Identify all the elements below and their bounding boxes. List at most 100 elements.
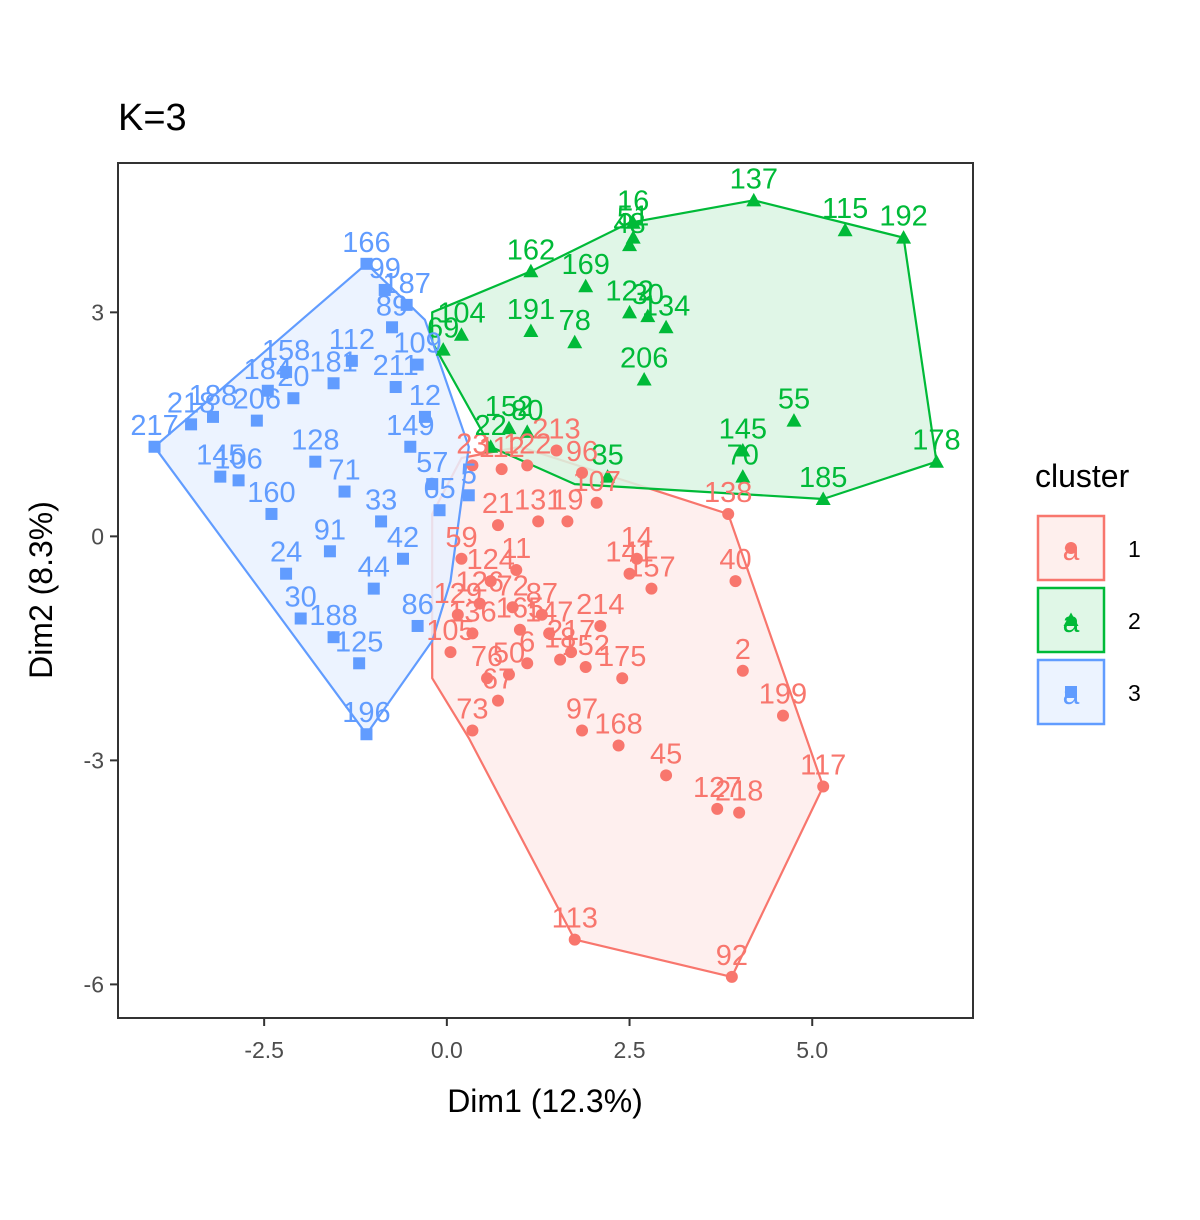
cluster-2-point-label: 70 [727,440,759,472]
cluster-2-point-label: 55 [778,384,810,416]
cluster-3-point [185,418,198,431]
cluster-3-point-label: 128 [291,425,339,457]
x-tick-label: -2.5 [244,1037,284,1063]
cluster-2-point-label: 152 [485,391,533,423]
cluster-3-point-label: 218 [167,387,215,419]
cluster-2-point-label: 69 [427,313,459,345]
cluster-2-point [483,439,499,453]
cluster-2-point [746,192,762,207]
cluster-2-point [519,424,535,438]
cluster-1-point [725,970,738,983]
cluster-1-point-label: 18 [544,623,576,655]
cluster-1-point-label: 21 [482,488,514,520]
cluster-3-point [327,377,340,390]
cluster-2-point-label: 169 [561,249,609,281]
cluster-2-point [523,263,539,278]
cluster-1-point-label: 124 [466,544,514,576]
legend-label-2: 2 [1128,608,1141,634]
cluster-1-point [466,627,479,640]
legend-key-glyph: a [1063,678,1080,711]
cluster-1-point-label: 136 [448,596,496,628]
cluster-2-point-label: 104 [437,298,485,330]
cluster-1-point-label: 213 [532,413,580,445]
cluster-1-point-label: 214 [576,589,624,621]
cluster-3-point [280,366,293,379]
cluster-1-point-label: 23 [456,428,488,460]
cluster-1-point-label: 73 [456,694,488,726]
x-tick-label: 5.0 [796,1037,828,1063]
cluster-3-point [309,455,322,468]
cluster-2-point [622,237,638,252]
cluster-3-point-label: 91 [314,514,346,546]
cluster-1-point-label: 14 [621,522,653,554]
cluster-1-point [510,563,523,576]
cluster-1-point [502,668,515,681]
cluster-2-point-label: 206 [620,343,668,375]
cluster-3-point [148,440,161,453]
cluster-1-point [455,552,468,565]
cluster-1-point [568,933,581,946]
cluster-2-point-label: 122 [605,275,653,307]
cluster-3-point [207,410,219,423]
legend-key-glyph: a [1063,606,1080,639]
cluster-2-point [640,308,656,323]
cluster-1-point [495,463,508,476]
cluster-2-point [578,278,594,293]
legend-title: cluster [1035,458,1130,494]
cluster-1-point [576,466,589,479]
cluster-3-point-label: 89 [376,290,408,322]
cluster-2-point-label: 22 [475,410,507,442]
cluster-2-point [928,454,944,468]
cluster-2-point-label: 191 [507,294,555,326]
cluster-1-point [736,664,749,677]
cluster-2-point-label: 178 [912,425,960,457]
cluster-1-point-label: 40 [719,544,751,576]
cluster-3-point [411,358,424,371]
cluster-1-point [565,646,578,659]
cluster-1-point-label: 117 [800,750,846,782]
cluster-2-point [658,319,674,334]
cluster-1-point-label: 2 [735,634,751,666]
cluster-1-point [543,627,556,640]
cluster-2-point-label: 145 [719,413,767,445]
cluster-3-point-label: 125 [335,626,383,658]
cluster-1-point-label: 50 [493,638,525,670]
cluster-3-point-label: 12 [409,380,441,412]
cluster-1-point-label: 92 [716,940,748,972]
cluster-2-point-label: 30 [632,279,664,311]
cluster-2-point [625,215,641,229]
cluster-3-point-label: 20 [277,361,309,393]
cluster-1-point [590,496,603,509]
cluster-2-point-label: 16 [617,186,649,218]
legend-key-2: a [1036,586,1106,654]
cluster-2-point [837,222,853,237]
cluster-3-point [214,470,227,483]
cluster-2-point [567,334,583,349]
cluster-1-point [711,802,724,815]
cluster-1-point-label: 97 [566,694,598,726]
legend-items: a 1 a 2 a 3 [1036,514,1141,726]
cluster-1-point [506,601,519,614]
cluster-1-point [550,444,563,457]
cluster-1-point [532,515,545,528]
legend-key-glyph: a [1063,534,1080,567]
legend-key-1: a [1036,514,1106,582]
cluster-points [148,192,944,983]
cluster-3-point [232,474,245,487]
cluster-3-point [404,440,417,453]
cluster-1-point [484,575,497,588]
cluster-3-point-label: 109 [393,328,441,360]
legend: cluster a 1 a 2 a 3 [1035,458,1141,726]
cluster-1-point [554,653,567,666]
cluster-3-point-label: 160 [247,477,295,509]
cluster-1-point-label: 175 [598,641,646,673]
x-axis: -2.5 0.0 2.5 5.0 [244,1018,828,1063]
cluster-1-point [612,739,625,752]
cluster-1-point [777,709,789,722]
cluster-1-point-label: 19 [551,484,583,516]
cluster-1-point [521,459,534,472]
cluster-3-point-label: 149 [386,410,434,442]
cluster-2-point [523,323,539,338]
